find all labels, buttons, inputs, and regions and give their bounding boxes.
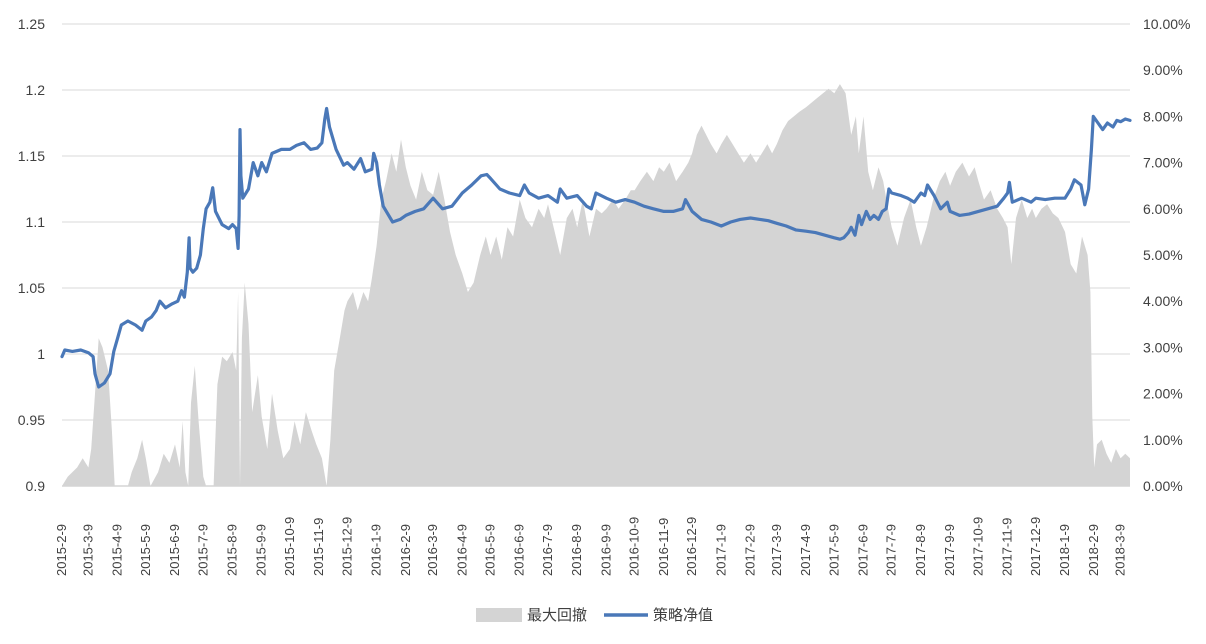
x-tick-label: 2016-5-9 — [483, 524, 498, 576]
left-tick-label: 1 — [37, 346, 45, 362]
x-tick-label: 2016-4-9 — [454, 524, 469, 576]
x-tick-label: 2015-12-9 — [339, 517, 354, 576]
right-tick-label: 10.00% — [1143, 16, 1190, 32]
x-tick-label: 2017-11-9 — [1000, 518, 1015, 576]
x-tick-label: 2016-2-9 — [398, 524, 413, 576]
x-tick-label: 2016-3-9 — [425, 524, 440, 576]
x-axis-tick-labels: 2015-2-9 2015-3-9 2015-4-9 2015-5-9 2015-6-9… — [54, 517, 1128, 576]
x-tick-label: 2018-2-9 — [1086, 524, 1101, 576]
x-tick-label: 2017-4-9 — [798, 524, 813, 576]
right-tick-label: 5.00% — [1143, 247, 1183, 263]
left-axis-tick-labels: 0.9 0.95 1 1.05 1.1 1.15 1.2 1.25 — [18, 16, 45, 494]
right-tick-label: 4.00% — [1143, 293, 1183, 309]
x-tick-label: 2017-3-9 — [769, 524, 784, 576]
x-tick-label: 2016-11-9 — [656, 518, 671, 576]
x-tick-label: 2015-10-9 — [282, 517, 297, 576]
x-tick-label: 2018-3-9 — [1113, 524, 1128, 576]
right-tick-label: 1.00% — [1143, 432, 1183, 448]
x-tick-label: 2015-6-9 — [167, 524, 182, 576]
nav-line-layer — [60, 106, 1132, 389]
right-axis-tick-labels: 0.00% 1.00% 2.00% 3.00% 4.00% 5.00% 6.00% 7.00%… — [1143, 16, 1190, 494]
x-tick-label: 2015-11-9 — [311, 518, 326, 576]
x-tick-label: 2017-6-9 — [855, 524, 870, 576]
left-tick-label: 0.95 — [18, 412, 45, 428]
x-tick-label: 2015-7-9 — [195, 524, 210, 576]
x-tick-label: 2016-12-9 — [684, 517, 699, 576]
x-tick-label: 2015-9-9 — [254, 524, 269, 576]
right-tick-label: 8.00% — [1143, 108, 1183, 124]
x-tick-label: 2017-5-9 — [826, 524, 841, 576]
left-tick-label: 1.05 — [18, 280, 45, 296]
left-tick-label: 1.1 — [26, 214, 46, 230]
right-tick-label: 6.00% — [1143, 201, 1183, 217]
left-tick-label: 1.2 — [26, 82, 46, 98]
x-tick-label: 2017-9-9 — [942, 524, 957, 576]
x-tick-label: 2018-1-9 — [1057, 524, 1072, 576]
legend: 最大回撤 策略净值 — [476, 607, 713, 624]
x-tick-label: 2017-2-9 — [742, 524, 757, 576]
drawdown-area-layer — [62, 84, 1130, 486]
left-tick-label: 0.9 — [26, 478, 46, 494]
series-area-drawdown — [62, 84, 1130, 486]
x-tick-label: 2015-5-9 — [138, 524, 153, 576]
x-tick-label: 2017-7-9 — [884, 524, 899, 576]
x-tick-label: 2017-10-9 — [970, 517, 985, 576]
x-tick-label: 2017-1-9 — [713, 524, 728, 576]
left-tick-label: 1.15 — [18, 148, 45, 164]
x-tick-label: 2016-9-9 — [598, 524, 613, 576]
x-tick-label: 2016-6-9 — [512, 524, 527, 576]
legend-label-nav: 策略净值 — [653, 607, 713, 624]
x-tick-label: 2015-2-9 — [54, 524, 69, 576]
x-tick-label: 2015-3-9 — [80, 524, 95, 576]
series-line-nav — [60, 106, 1132, 389]
x-tick-label: 2017-8-9 — [913, 524, 928, 576]
x-tick-label: 2015-4-9 — [110, 524, 125, 576]
x-tick-label: 2017-12-9 — [1028, 517, 1043, 576]
legend-label-drawdown: 最大回撤 — [527, 607, 587, 624]
right-tick-label: 9.00% — [1143, 62, 1183, 78]
x-tick-label: 2016-10-9 — [627, 517, 642, 576]
right-tick-label: 0.00% — [1143, 478, 1183, 494]
right-tick-label: 2.00% — [1143, 386, 1183, 402]
legend-swatch-drawdown — [476, 608, 522, 622]
left-tick-label: 1.25 — [18, 16, 45, 32]
right-tick-label: 7.00% — [1143, 155, 1183, 171]
x-tick-label: 2016-7-9 — [540, 524, 555, 576]
right-tick-label: 3.00% — [1143, 339, 1183, 355]
x-tick-label: 2016-1-9 — [369, 524, 384, 576]
x-tick-label: 2016-8-9 — [569, 524, 584, 576]
x-tick-label: 2015-8-9 — [224, 524, 239, 576]
